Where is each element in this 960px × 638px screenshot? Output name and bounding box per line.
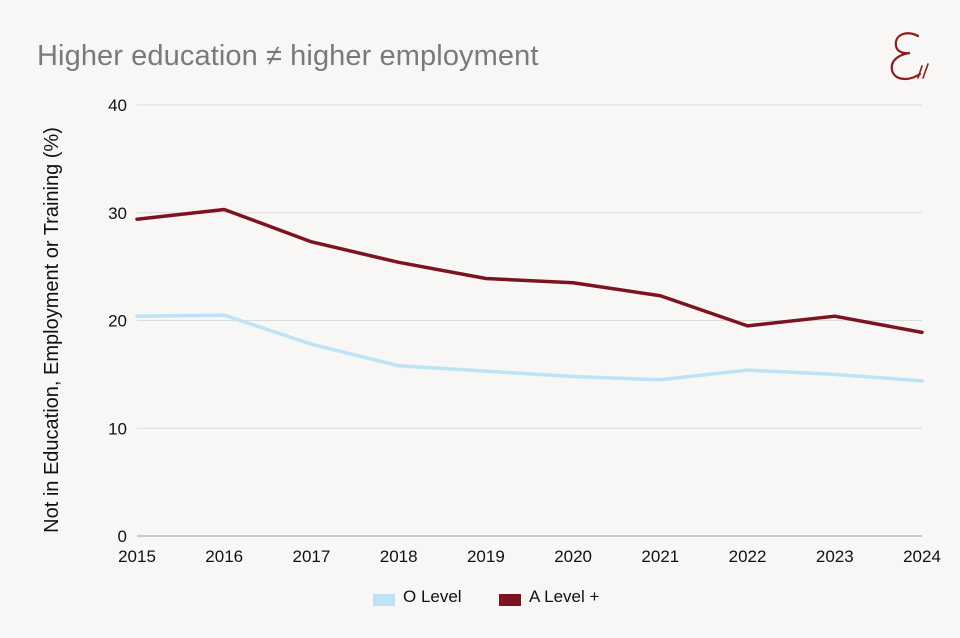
x-tick-label: 2015 xyxy=(118,547,156,566)
x-tick-label: 2024 xyxy=(903,547,941,566)
x-tick-label: 2019 xyxy=(467,547,505,566)
y-tick-label: 0 xyxy=(118,527,127,546)
y-tick-label: 40 xyxy=(108,96,127,115)
x-axis-ticks: 2015 2016 2017 2018 2019 2020 2021 2022 2023 2024 xyxy=(118,547,941,566)
x-tick-label: 2017 xyxy=(293,547,331,566)
x-tick-label: 2021 xyxy=(641,547,679,566)
e-monogram-logo xyxy=(890,32,929,80)
x-tick-label: 2016 xyxy=(205,547,243,566)
chart-title: Higher education ≠ higher employment xyxy=(37,40,539,72)
legend-swatch xyxy=(373,594,395,606)
series-line-a-level-plus xyxy=(135,207,924,335)
y-axis-label: Not in Education, Employment or Training… xyxy=(41,127,63,533)
legend-label: O Level xyxy=(403,587,462,606)
y-tick-label: 10 xyxy=(108,419,127,438)
y-axis-ticks: 0 10 20 30 40 xyxy=(108,96,127,546)
legend: O Level A Level + xyxy=(373,587,599,606)
legend-swatch xyxy=(499,594,521,606)
y-tick-label: 20 xyxy=(108,312,127,331)
x-tick-label: 2020 xyxy=(554,547,592,566)
x-tick-label: 2018 xyxy=(380,547,418,566)
y-tick-label: 30 xyxy=(108,204,127,223)
x-tick-label: 2022 xyxy=(729,547,767,566)
series-lines xyxy=(135,207,924,383)
legend-label: A Level + xyxy=(529,587,599,606)
x-tick-label: 2023 xyxy=(816,547,854,566)
series-line-o-level xyxy=(135,313,924,383)
